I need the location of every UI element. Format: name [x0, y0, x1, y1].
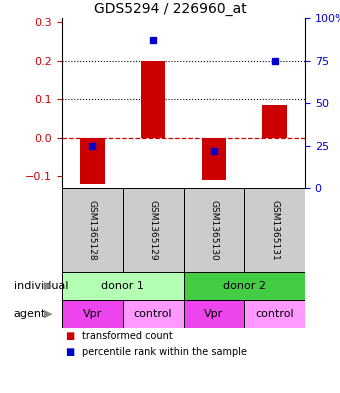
Text: ▶: ▶ — [44, 309, 53, 319]
Bar — [80, 138, 104, 184]
Text: donor 1: donor 1 — [101, 281, 144, 291]
Bar — [202, 138, 226, 180]
Text: GDS5294 / 226960_at: GDS5294 / 226960_at — [94, 2, 246, 16]
Text: percentile rank within the sample: percentile rank within the sample — [82, 347, 248, 357]
Text: control: control — [134, 309, 172, 319]
Bar — [244, 300, 305, 328]
Text: agent: agent — [14, 309, 46, 319]
Text: GSM1365128: GSM1365128 — [88, 200, 97, 260]
Text: Vpr: Vpr — [83, 309, 102, 319]
Bar — [244, 188, 305, 272]
Text: donor 2: donor 2 — [223, 281, 266, 291]
Bar — [184, 300, 244, 328]
Bar — [123, 188, 184, 272]
Bar — [62, 188, 123, 272]
Text: ▶: ▶ — [44, 281, 53, 291]
Text: ■: ■ — [65, 331, 75, 341]
Text: control: control — [255, 309, 294, 319]
Text: Vpr: Vpr — [204, 309, 223, 319]
Bar — [123, 300, 184, 328]
Text: ■: ■ — [65, 347, 75, 357]
Bar — [141, 61, 165, 138]
Text: GSM1365129: GSM1365129 — [149, 200, 158, 260]
Text: GSM1365130: GSM1365130 — [209, 200, 218, 261]
Bar — [62, 272, 184, 300]
Text: individual: individual — [14, 281, 68, 291]
Bar — [184, 188, 244, 272]
Text: GSM1365131: GSM1365131 — [270, 200, 279, 261]
Text: transformed count: transformed count — [82, 331, 173, 341]
Bar — [62, 300, 123, 328]
Bar — [184, 272, 305, 300]
Bar — [262, 105, 287, 138]
